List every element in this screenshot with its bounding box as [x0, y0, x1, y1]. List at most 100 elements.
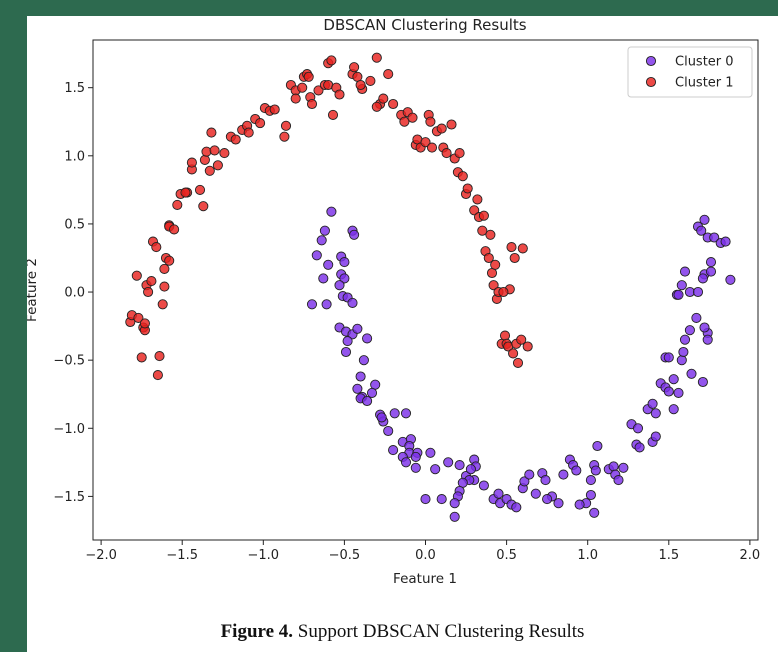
point-cluster-1-97 — [454, 148, 465, 159]
point-cluster-0-113 — [663, 352, 674, 363]
point-cluster-1-75 — [371, 101, 382, 112]
point-cluster-1-9 — [143, 286, 154, 298]
point-cluster-0-114 — [668, 374, 679, 385]
x-tick-label: 2.0 — [740, 548, 761, 563]
point-cluster-1-120 — [509, 252, 520, 264]
point-cluster-0-130 — [692, 286, 704, 298]
figure-panel: DBSCAN Clustering Results −2.0 −1.5 −1.0 −0… — [24, 16, 778, 652]
point-cluster-1-18 — [159, 263, 170, 274]
point-cluster-0-37 — [400, 408, 412, 419]
point-cluster-1-66 — [334, 89, 345, 100]
point-cluster-1-77 — [383, 69, 394, 80]
point-cluster-1-33 — [204, 165, 215, 176]
point-cluster-1-91 — [436, 123, 447, 134]
point-cluster-1-127 — [498, 286, 509, 298]
point-cluster-0-39 — [388, 445, 399, 456]
point-cluster-1-29 — [194, 184, 206, 195]
point-cluster-1-30 — [198, 201, 209, 212]
point-cluster-1-39 — [230, 134, 241, 145]
point-cluster-0-76 — [530, 488, 541, 499]
point-cluster-1-78 — [388, 98, 399, 110]
point-cluster-1-73 — [371, 52, 382, 63]
point-cluster-0-66 — [478, 480, 489, 491]
point-cluster-0-107 — [650, 431, 661, 442]
legend-box — [627, 46, 753, 98]
point-cluster-0-21 — [342, 336, 353, 347]
point-cluster-1-80 — [399, 116, 410, 127]
x-tick-label: 0.0 — [415, 548, 436, 563]
x-axis-label: Feature 1 — [393, 571, 457, 587]
point-cluster-0-101 — [634, 442, 645, 453]
point-cluster-1-59 — [313, 85, 324, 96]
point-cluster-0-104 — [647, 398, 658, 409]
point-cluster-1-7 — [139, 318, 150, 329]
point-cluster-1-76 — [378, 93, 389, 104]
point-cluster-0-11 — [339, 257, 350, 268]
point-cluster-1-16 — [157, 299, 168, 310]
point-cluster-1-94 — [446, 119, 457, 130]
point-cluster-1-108 — [485, 229, 496, 240]
point-cluster-0-137 — [699, 214, 710, 225]
point-cluster-1-47 — [269, 104, 280, 115]
point-cluster-1-107 — [483, 252, 494, 264]
point-cluster-0-17 — [347, 297, 358, 308]
point-cluster-1-37 — [219, 148, 230, 159]
legend-label-0: Cluster 0 — [675, 55, 734, 70]
point-cluster-1-123 — [512, 357, 524, 368]
point-cluster-0-125 — [699, 322, 710, 333]
y-tick-label: −1.5 — [53, 490, 85, 505]
point-cluster-0-32 — [366, 387, 378, 398]
point-cluster-1-104 — [477, 225, 488, 236]
point-cluster-1-121 — [508, 348, 519, 359]
point-cluster-1-126 — [522, 341, 533, 352]
point-cluster-0-132 — [697, 273, 708, 284]
y-tick-label: −1.0 — [53, 422, 85, 437]
point-cluster-0-105 — [650, 408, 661, 419]
point-cluster-0-2 — [316, 235, 327, 246]
point-cluster-0-133 — [705, 266, 717, 277]
point-cluster-1-31 — [199, 154, 210, 165]
point-cluster-0-68 — [493, 488, 504, 499]
point-cluster-1-13 — [152, 370, 163, 381]
point-cluster-0-91 — [590, 465, 601, 476]
point-cluster-0-49 — [410, 462, 421, 473]
point-cluster-1-100 — [462, 183, 473, 194]
point-cluster-0-13 — [339, 273, 350, 284]
point-cluster-0-25 — [358, 355, 369, 366]
point-cluster-1-23 — [172, 199, 183, 210]
point-cluster-0-27 — [352, 383, 363, 394]
x-tick-label: −1.5 — [166, 548, 198, 563]
point-cluster-0-118 — [679, 334, 691, 345]
point-cluster-1-98 — [457, 171, 468, 182]
y-tick-label: 1.5 — [64, 81, 85, 96]
point-cluster-0-110 — [663, 386, 674, 397]
point-cluster-0-65 — [449, 511, 460, 522]
point-cluster-1-68 — [349, 62, 360, 73]
point-cluster-1-110 — [488, 280, 499, 291]
point-cluster-0-63 — [436, 494, 447, 505]
point-cluster-0-119 — [684, 325, 695, 336]
point-cluster-0-23 — [340, 346, 352, 358]
point-cluster-1-111 — [490, 259, 501, 270]
x-tick-label: −2.0 — [85, 548, 117, 563]
point-cluster-0-9 — [349, 229, 360, 240]
x-tick-label: −1.0 — [248, 548, 280, 563]
x-tick-label: −0.5 — [329, 548, 361, 563]
point-cluster-1-58 — [306, 98, 318, 110]
point-cluster-1-49 — [280, 120, 292, 131]
point-cluster-1-52 — [290, 93, 301, 104]
point-cluster-1-124 — [516, 334, 527, 345]
point-cluster-1-35 — [209, 145, 220, 156]
point-cluster-1-21 — [164, 255, 175, 266]
point-cluster-1-2 — [131, 270, 142, 281]
point-cluster-1-64 — [327, 109, 339, 120]
point-cluster-0-78 — [540, 475, 551, 486]
point-cluster-0-45 — [400, 457, 412, 468]
point-cluster-0-92 — [592, 440, 603, 452]
point-cluster-1-15 — [159, 281, 170, 292]
point-cluster-0-87 — [574, 499, 585, 510]
y-tick-label: 0.5 — [64, 217, 85, 232]
point-cluster-1-89 — [426, 142, 438, 153]
point-cluster-0-122 — [697, 376, 708, 388]
point-cluster-1-12 — [151, 242, 162, 253]
